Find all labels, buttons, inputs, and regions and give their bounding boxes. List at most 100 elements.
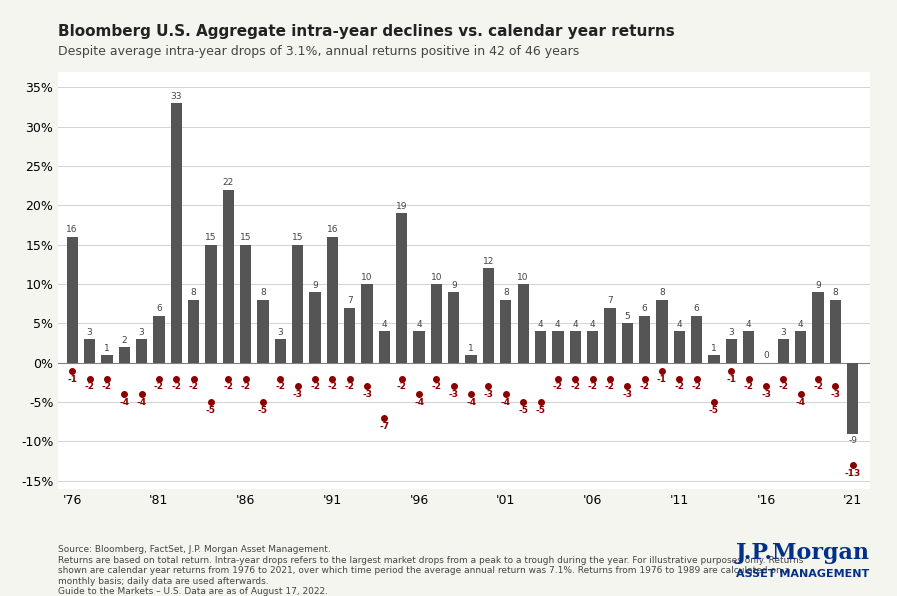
Bar	[657, 300, 667, 363]
Text: -1: -1	[657, 374, 667, 384]
Bar	[222, 190, 234, 363]
Text: -2: -2	[675, 383, 684, 392]
Text: -3: -3	[292, 390, 302, 399]
Text: 12: 12	[483, 257, 494, 266]
Bar	[153, 315, 164, 363]
Bar	[622, 324, 633, 363]
Text: 4: 4	[537, 320, 544, 329]
Text: -13: -13	[845, 469, 861, 478]
Text: -3: -3	[448, 390, 458, 399]
Text: 33: 33	[170, 92, 182, 101]
Text: 4: 4	[381, 320, 388, 329]
Text: -2: -2	[431, 383, 441, 392]
Text: -2: -2	[102, 383, 112, 392]
Text: 4: 4	[572, 320, 578, 329]
Text: 16: 16	[327, 225, 338, 234]
Text: Source: Bloomberg, FactSet, J.P. Morgan Asset Management.
Returns are based on t: Source: Bloomberg, FactSet, J.P. Morgan …	[58, 545, 804, 596]
Text: -3: -3	[362, 390, 372, 399]
Text: -5: -5	[206, 406, 216, 415]
Text: -4: -4	[414, 398, 424, 407]
Bar	[570, 331, 581, 363]
Text: 19: 19	[396, 202, 407, 211]
Text: 7: 7	[607, 296, 613, 305]
Text: 3: 3	[87, 328, 92, 337]
Bar	[691, 315, 702, 363]
Bar	[274, 339, 286, 363]
Text: J.P.Morgan: J.P.Morgan	[736, 542, 869, 564]
Text: 4: 4	[555, 320, 561, 329]
Text: Despite average intra-year drops of 3.1%, annual returns positive in 42 of 46 ye: Despite average intra-year drops of 3.1%…	[58, 45, 579, 58]
Text: -5: -5	[536, 406, 545, 415]
Text: 1: 1	[711, 343, 717, 353]
Bar	[101, 355, 112, 363]
Text: 8: 8	[260, 288, 266, 297]
Text: 9: 9	[312, 281, 318, 290]
Text: -2: -2	[396, 383, 406, 392]
Text: -2: -2	[154, 383, 164, 392]
Text: 4: 4	[416, 320, 422, 329]
Bar	[674, 331, 685, 363]
Text: -2: -2	[344, 383, 354, 392]
Text: -9: -9	[849, 436, 858, 445]
Bar	[414, 331, 425, 363]
Bar	[830, 300, 841, 363]
Bar	[553, 331, 563, 363]
Bar	[66, 237, 78, 363]
Text: -1: -1	[727, 374, 736, 384]
Text: 1: 1	[468, 343, 474, 353]
Text: -2: -2	[605, 383, 615, 392]
Text: -2: -2	[240, 383, 250, 392]
Bar	[743, 331, 754, 363]
Bar	[396, 213, 407, 363]
Text: -2: -2	[553, 383, 562, 392]
Bar	[587, 331, 598, 363]
Text: -2: -2	[813, 383, 823, 392]
Text: -3: -3	[623, 390, 632, 399]
Text: -2: -2	[84, 383, 94, 392]
Text: 8: 8	[191, 288, 196, 297]
Text: 4: 4	[589, 320, 596, 329]
Bar	[431, 284, 442, 363]
Text: 3: 3	[139, 328, 144, 337]
Text: -3: -3	[761, 390, 771, 399]
Text: 6: 6	[156, 304, 161, 313]
Text: -2: -2	[171, 383, 181, 392]
Bar	[639, 315, 650, 363]
Bar	[795, 331, 806, 363]
Bar	[327, 237, 338, 363]
Bar	[448, 292, 459, 363]
Text: -2: -2	[223, 383, 233, 392]
Bar	[501, 300, 511, 363]
Text: -2: -2	[327, 383, 337, 392]
Text: -7: -7	[379, 422, 389, 431]
Text: -4: -4	[119, 398, 129, 407]
Text: 15: 15	[292, 234, 303, 243]
Bar	[170, 103, 182, 363]
Text: -5: -5	[518, 406, 528, 415]
Text: 22: 22	[222, 178, 234, 187]
Text: 6: 6	[641, 304, 648, 313]
Bar	[240, 245, 251, 363]
Text: 1: 1	[104, 343, 109, 353]
Text: -2: -2	[692, 383, 701, 392]
Text: 8: 8	[503, 288, 509, 297]
Text: 9: 9	[451, 281, 457, 290]
Text: 2: 2	[121, 336, 127, 344]
Text: -3: -3	[483, 390, 493, 399]
Text: -2: -2	[744, 383, 753, 392]
Text: -4: -4	[136, 398, 146, 407]
Text: 3: 3	[780, 328, 787, 337]
Text: ASSET MANAGEMENT: ASSET MANAGEMENT	[736, 569, 869, 579]
Text: 10: 10	[361, 273, 373, 282]
Bar	[118, 347, 130, 363]
Bar	[605, 308, 615, 363]
Text: -4: -4	[796, 398, 806, 407]
Bar	[84, 339, 95, 363]
Bar	[309, 292, 320, 363]
Text: -2: -2	[310, 383, 320, 392]
Text: -2: -2	[588, 383, 597, 392]
Text: 4: 4	[746, 320, 752, 329]
Text: 8: 8	[659, 288, 665, 297]
Text: -2: -2	[640, 383, 649, 392]
Bar	[709, 355, 719, 363]
